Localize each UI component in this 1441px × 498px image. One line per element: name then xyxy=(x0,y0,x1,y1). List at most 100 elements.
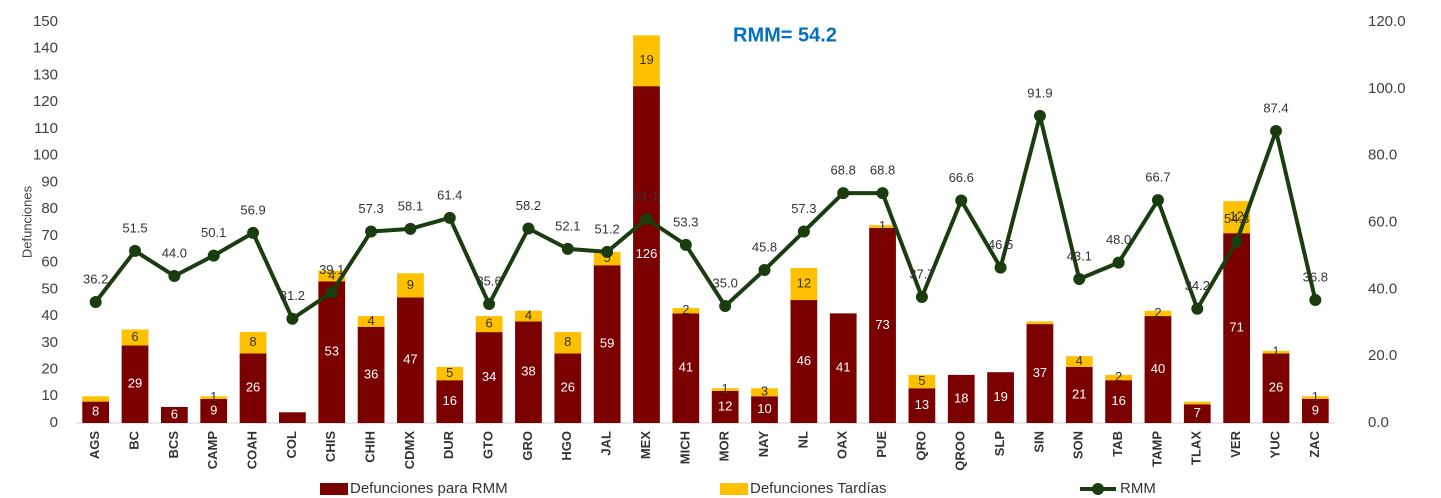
line-point xyxy=(404,222,417,235)
data-label: 57.3 xyxy=(791,201,816,216)
data-label: 4 xyxy=(328,267,335,282)
data-label: 34.2 xyxy=(1185,278,1210,293)
x-tick-label: MICH xyxy=(677,431,692,464)
bar-segment xyxy=(397,273,424,298)
data-label: 52.1 xyxy=(555,218,580,233)
data-label: 46.5 xyxy=(988,237,1013,252)
bar-segment xyxy=(1262,353,1290,423)
line-point xyxy=(1191,302,1204,315)
data-label: 18 xyxy=(954,390,968,405)
bar-segment xyxy=(1144,316,1172,423)
x-tick-label: JAL xyxy=(599,431,614,456)
x-tick-label: CHIH xyxy=(363,431,378,463)
data-label: 1 xyxy=(722,381,729,396)
data-label: 16 xyxy=(443,393,457,408)
data-label: 35.6 xyxy=(476,273,501,288)
data-label: 54.3 xyxy=(1224,211,1249,226)
data-label: 1 xyxy=(1312,389,1319,404)
bar-segment xyxy=(908,374,936,389)
bar-segment xyxy=(239,353,267,423)
data-label: 5 xyxy=(446,365,453,380)
data-label: 4 xyxy=(1076,353,1083,368)
x-tick-label: QRO xyxy=(913,431,928,461)
data-label: 29 xyxy=(128,376,142,391)
bar-segment xyxy=(829,313,857,423)
bar-segment xyxy=(239,332,267,354)
data-label: 1 xyxy=(210,389,217,404)
data-label: 58.1 xyxy=(398,198,423,213)
data-label: 6 xyxy=(485,316,492,331)
legend-swatch xyxy=(320,483,348,495)
data-label: 51.5 xyxy=(122,220,147,235)
x-tick-label: TLAX xyxy=(1189,431,1204,465)
y2-tick-label: 0.0 xyxy=(1368,414,1389,431)
bar-segment xyxy=(160,406,188,423)
data-label: 38 xyxy=(521,364,535,379)
line-point xyxy=(876,187,889,200)
legend-swatch xyxy=(720,483,748,495)
x-tick-label: COAH xyxy=(244,431,259,469)
bar-segment xyxy=(397,297,424,423)
data-label: 3 xyxy=(761,384,768,399)
data-label: 34 xyxy=(482,369,496,384)
data-label: 57.3 xyxy=(358,201,383,216)
line-point xyxy=(1151,194,1164,207)
data-label: 126 xyxy=(636,246,658,261)
data-label: 46 xyxy=(797,353,811,368)
bar-segment xyxy=(121,329,149,346)
y2-tick-label: 120.0 xyxy=(1368,13,1406,30)
bar-segment xyxy=(1105,374,1132,381)
line-point xyxy=(561,242,574,255)
bar-segment xyxy=(475,316,503,333)
x-tick-label: YUC xyxy=(1267,430,1282,458)
x-tick-label: PUE xyxy=(874,431,889,458)
data-label: 87.4 xyxy=(1263,100,1288,115)
bar-segment xyxy=(947,374,975,423)
bar-segment xyxy=(790,267,818,301)
bar-segment xyxy=(436,366,464,381)
bar-segment xyxy=(1262,350,1290,354)
y-tick-label: 30 xyxy=(41,334,58,351)
data-label: 10 xyxy=(757,401,771,416)
bar-segment xyxy=(633,35,660,87)
y2-tick-label: 20.0 xyxy=(1368,347,1397,364)
data-label: 35.0 xyxy=(713,275,738,290)
line-point xyxy=(640,212,653,225)
data-label: 16 xyxy=(1111,393,1125,408)
data-label: 36.2 xyxy=(83,271,108,286)
line-point xyxy=(994,261,1007,274)
data-label: 50.1 xyxy=(201,225,226,240)
x-tick-label: NL xyxy=(795,431,810,448)
bar-segment xyxy=(672,313,700,423)
y-tick-label: 50 xyxy=(41,280,58,297)
line-point xyxy=(168,269,181,282)
data-label: 56.9 xyxy=(240,202,265,217)
data-label: 51.2 xyxy=(594,221,619,236)
x-tick-label: CHIS xyxy=(323,431,338,462)
y-tick-label: 80 xyxy=(41,200,58,217)
data-label: 19 xyxy=(993,389,1007,404)
data-label: 26 xyxy=(246,380,260,395)
x-tick-label: QROO xyxy=(953,431,968,471)
data-label: 9 xyxy=(407,277,414,292)
data-label: 37.7 xyxy=(909,266,934,281)
data-label: 73 xyxy=(875,317,889,332)
data-label: 2 xyxy=(682,302,689,317)
data-label: 40 xyxy=(1151,361,1165,376)
bar-segment xyxy=(672,308,700,314)
line-point xyxy=(797,225,810,238)
bar-segment xyxy=(554,332,582,354)
line-point xyxy=(247,226,260,239)
data-label: 48.0 xyxy=(1106,232,1131,247)
x-tick-label: SIN xyxy=(1031,431,1046,453)
data-label: 66.6 xyxy=(949,170,974,185)
bar-segment xyxy=(908,388,936,423)
y-tick-label: 120 xyxy=(33,93,58,110)
bar-segment xyxy=(1223,233,1251,423)
bar-segment xyxy=(200,396,228,399)
data-label: 9 xyxy=(1312,402,1319,417)
y-tick-label: 150 xyxy=(33,13,58,30)
bar-segment xyxy=(357,326,385,423)
data-label: 37 xyxy=(1033,365,1047,380)
